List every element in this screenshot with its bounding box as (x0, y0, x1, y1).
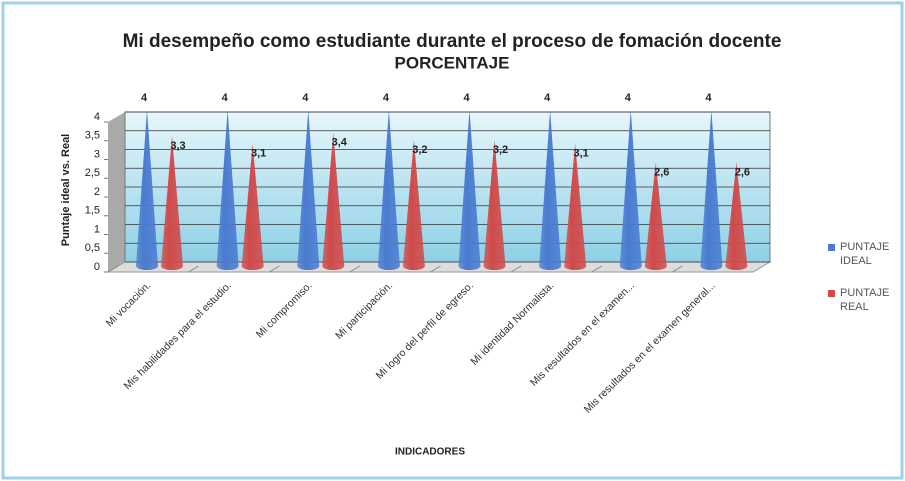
y-tick-label: 0 (94, 261, 100, 273)
legend-label: PUNTAJE IDEAL (840, 241, 890, 267)
legend-item: PUNTAJE IDEAL (828, 240, 892, 268)
y-tick-label: 3,5 (85, 130, 100, 142)
cone (458, 110, 481, 270)
category-divider (510, 265, 522, 273)
data-label: 4 (544, 92, 551, 104)
category-divider (268, 265, 280, 273)
data-label: 4 (463, 92, 470, 104)
data-label: 4 (222, 92, 229, 104)
cone (297, 110, 320, 270)
cone (644, 162, 667, 270)
legend-swatch (828, 290, 835, 297)
legend-swatch (828, 244, 835, 251)
legend-item: PUNTAJE REAL (828, 286, 892, 314)
data-label: 3,1 (573, 148, 588, 160)
cone (136, 110, 158, 270)
y-tick-label: 1,5 (85, 205, 100, 217)
cone (700, 110, 723, 270)
category-divider (430, 265, 441, 273)
side-wall (108, 112, 125, 272)
legend-label: PUNTAJE REAL (840, 287, 890, 313)
category-divider (672, 265, 683, 273)
data-label: 2,6 (735, 166, 750, 178)
legend: PUNTAJE IDEAL PUNTAJE REAL (828, 240, 892, 332)
data-label: 2,6 (654, 166, 669, 178)
cone (539, 110, 562, 270)
y-axis-label: Puntaje ideal vs. Real (60, 134, 72, 247)
chart-subtitle: PORCENTAJE (395, 53, 510, 72)
y-tick-label: 1 (94, 223, 100, 235)
cone (402, 140, 425, 270)
data-label: 3,2 (412, 144, 427, 156)
y-tick-label: 2,5 (85, 167, 100, 179)
cone (725, 162, 748, 270)
category-divider (349, 265, 361, 273)
cone (241, 143, 264, 270)
y-tick-label: 0,5 (85, 242, 100, 254)
data-label: 3,3 (170, 140, 185, 152)
data-label: 4 (383, 92, 390, 104)
y-tick-label: 4 (94, 111, 100, 123)
data-label: 4 (141, 92, 148, 104)
y-tick-label: 3 (94, 148, 100, 160)
cone (322, 132, 345, 270)
cone (216, 110, 239, 270)
data-label: 3,2 (493, 144, 508, 156)
cone (377, 110, 400, 270)
cone (564, 143, 587, 270)
cone (161, 136, 183, 270)
category-divider (107, 265, 119, 273)
category-divider (591, 265, 603, 273)
chart-title: Mi desempeño como estudiante durante el … (123, 31, 782, 52)
data-label: 3,4 (332, 136, 348, 148)
category-divider (188, 265, 199, 273)
data-label: 4 (302, 92, 309, 104)
data-label: 3,1 (251, 148, 266, 160)
cone (619, 110, 642, 270)
y-tick-label: 2 (94, 186, 100, 198)
data-label: 4 (705, 92, 712, 104)
data-label: 4 (625, 92, 632, 104)
cone (483, 140, 506, 270)
x-axis-label: INDICADORES (395, 447, 465, 458)
